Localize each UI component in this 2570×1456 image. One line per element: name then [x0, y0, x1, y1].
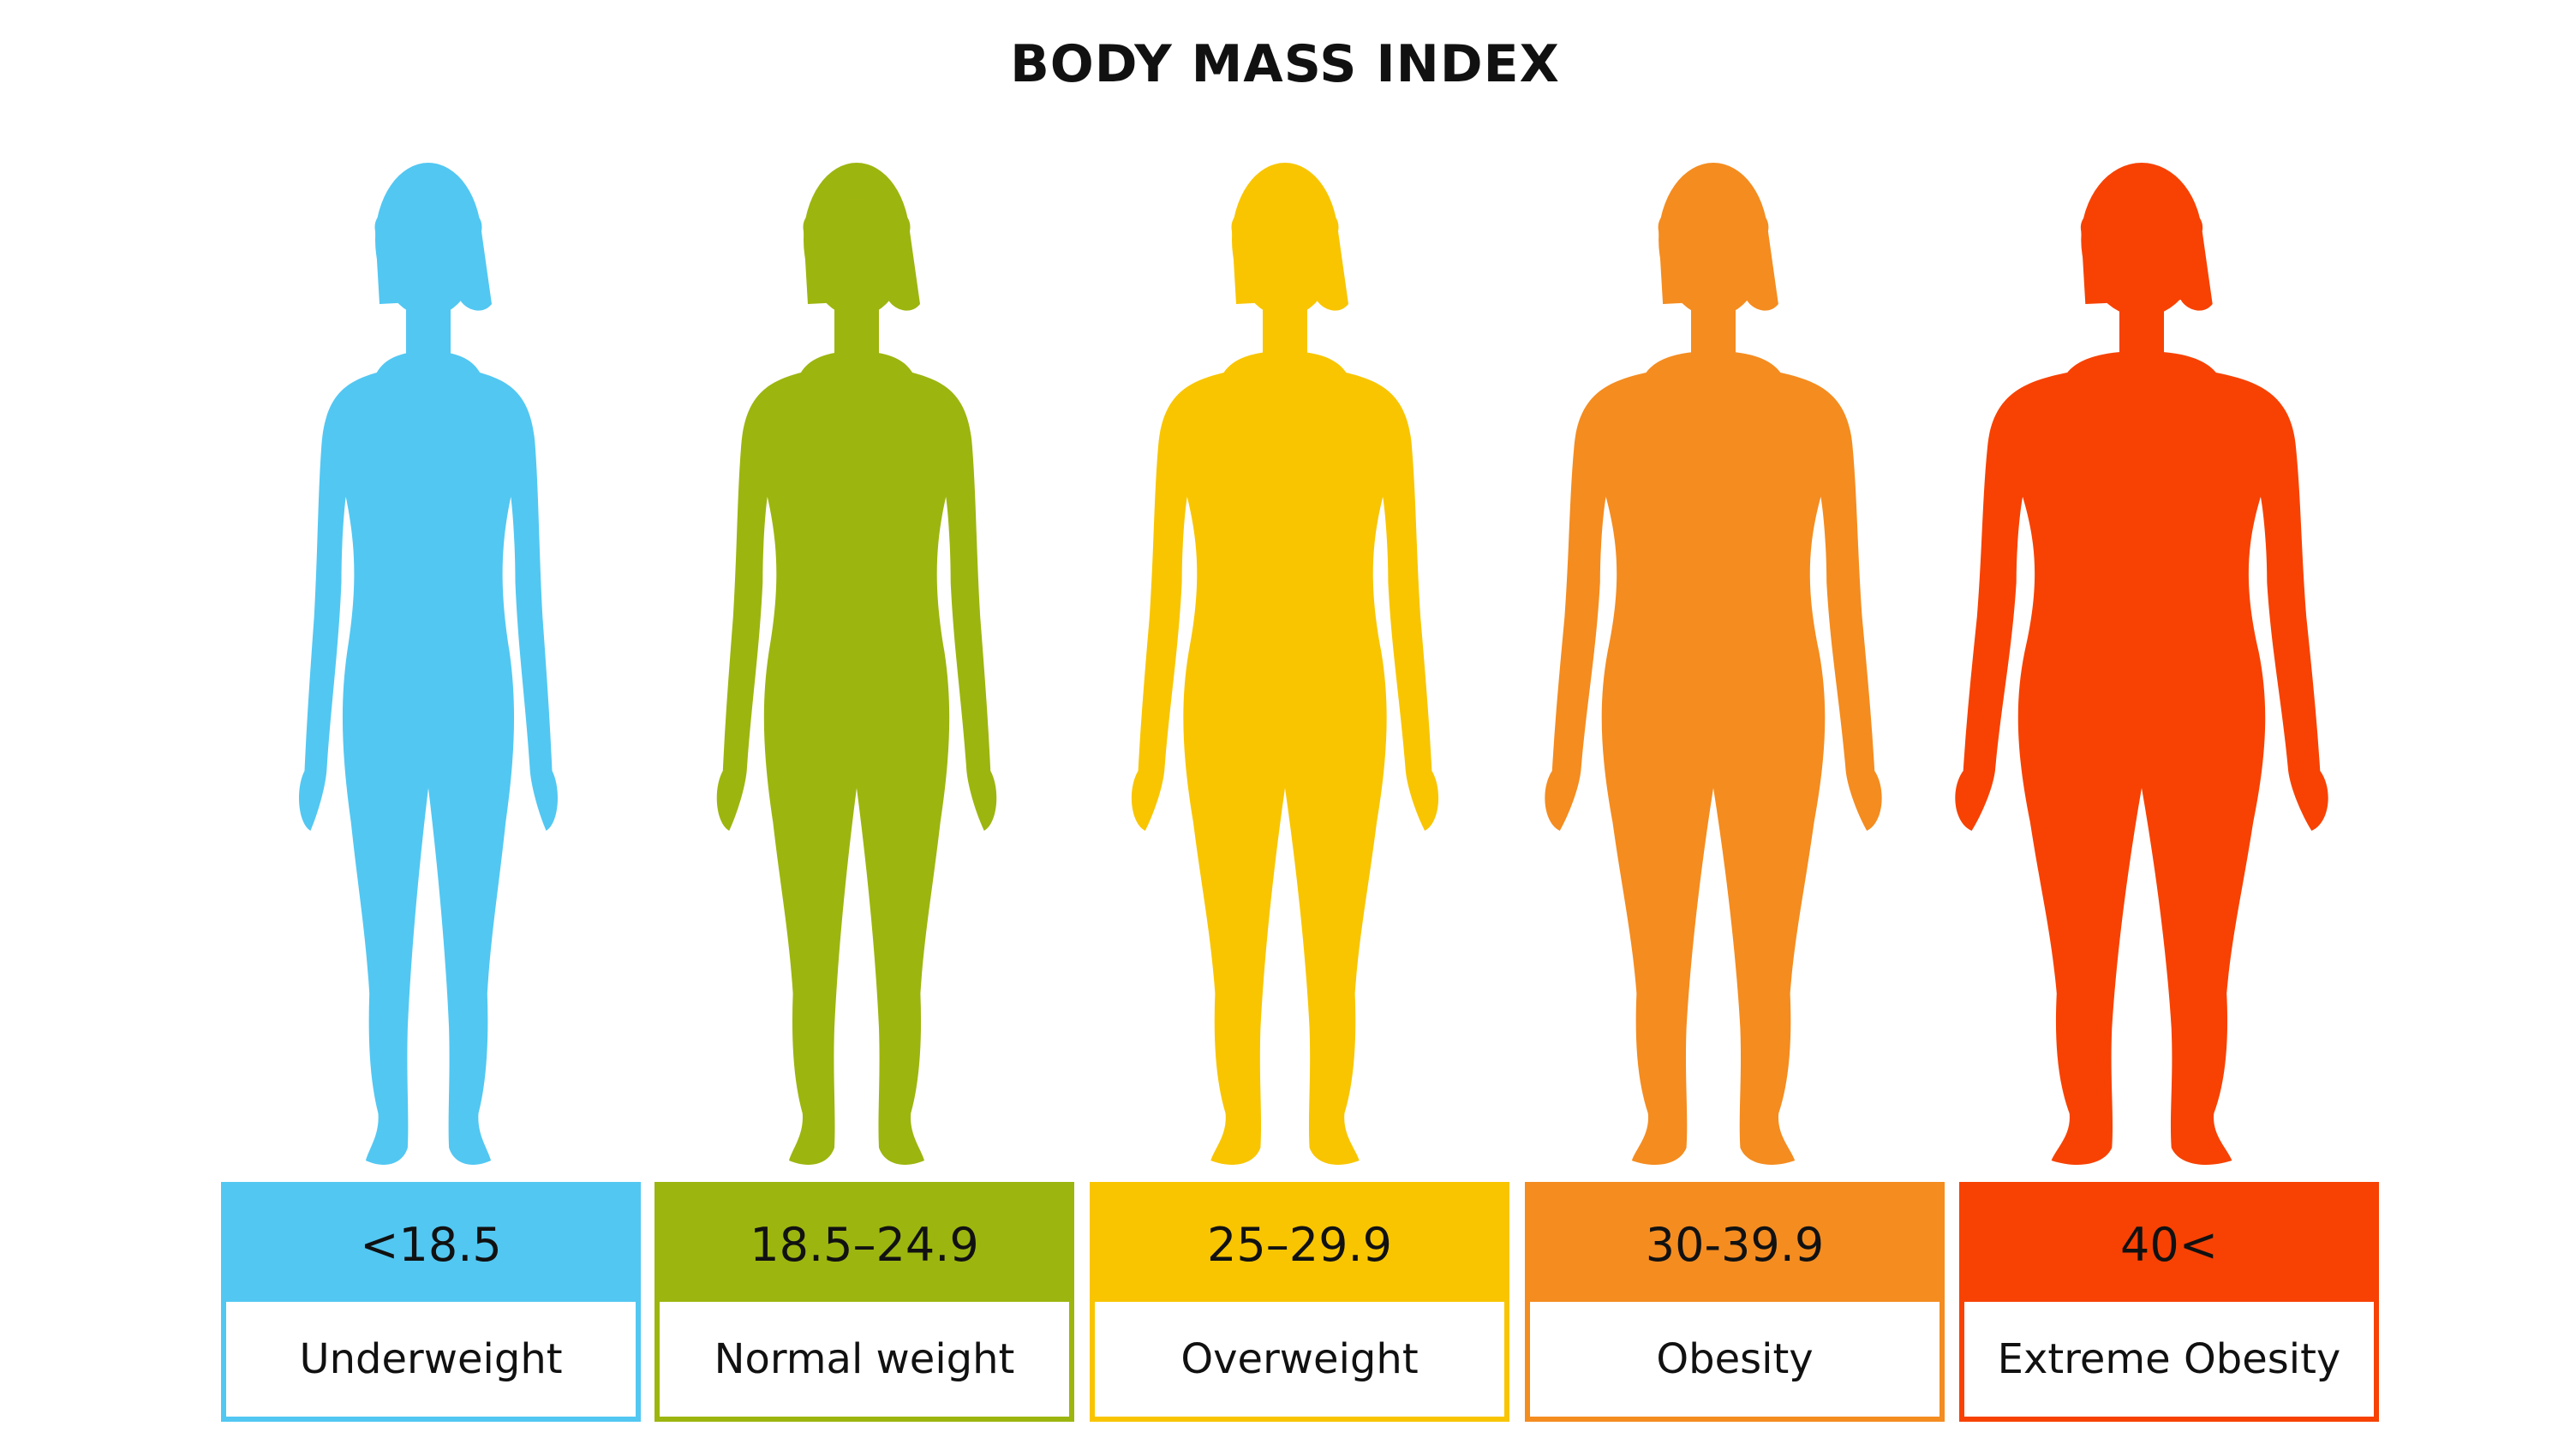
bmi-label: Overweight — [1180, 1335, 1419, 1383]
page-title: BODY MASS INDEX — [1010, 34, 1560, 94]
silhouette-overweight — [1105, 128, 1465, 1173]
silhouette-obesity — [1533, 128, 1893, 1173]
bmi-range: <18.5 — [226, 1187, 636, 1302]
bmi-card-obesity: 30-39.9 Obesity — [1525, 1182, 1945, 1422]
bmi-range: 30-39.9 — [1530, 1187, 1939, 1302]
bmi-label: Obesity — [1656, 1335, 1814, 1383]
bmi-label: Underweight — [299, 1335, 563, 1383]
bmi-label: Normal weight — [714, 1335, 1015, 1383]
body-silhouettes — [0, 128, 2570, 1165]
bmi-range: 18.5–24.9 — [660, 1187, 1069, 1302]
bmi-card-underweight: <18.5 Underweight — [221, 1182, 641, 1422]
bmi-card-extreme-obesity: 40< Extreme Obesity — [1959, 1182, 2379, 1422]
silhouette-normal-weight — [677, 128, 1037, 1173]
bmi-card-normal-weight: 18.5–24.9 Normal weight — [654, 1182, 1074, 1422]
bmi-range: 40< — [1964, 1187, 2374, 1302]
bmi-label: Extreme Obesity — [1997, 1335, 2341, 1383]
silhouette-underweight — [248, 128, 608, 1173]
silhouette-extreme-obesity — [1955, 128, 2328, 1173]
bmi-range: 25–29.9 — [1095, 1187, 1504, 1302]
bmi-card-overweight: 25–29.9 Overweight — [1090, 1182, 1509, 1422]
